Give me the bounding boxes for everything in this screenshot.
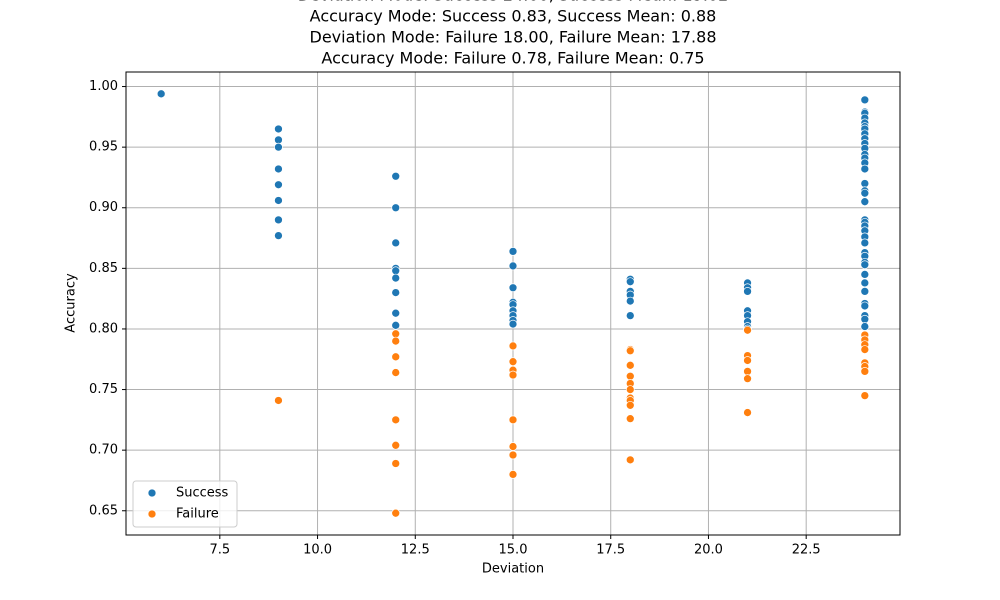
y-axis-label: Accuracy	[64, 273, 79, 333]
point	[391, 320, 401, 330]
legend-marker	[147, 509, 157, 519]
point	[508, 283, 518, 293]
point	[860, 287, 870, 296]
point	[391, 273, 401, 283]
point	[391, 459, 401, 468]
point	[391, 368, 401, 377]
point	[391, 238, 401, 248]
point	[625, 455, 635, 465]
x-tick-label: 20.0	[694, 543, 723, 558]
point	[508, 442, 518, 451]
point	[625, 311, 635, 320]
point	[743, 287, 752, 296]
point	[391, 288, 401, 297]
point	[508, 247, 518, 256]
point	[274, 135, 283, 145]
chart-title: Accuracy Mode: Success 0.83, Success Mea…	[310, 7, 717, 26]
point	[391, 336, 401, 346]
point	[743, 374, 752, 383]
legend-box	[132, 480, 238, 528]
point	[625, 400, 635, 410]
point	[391, 171, 401, 181]
x-tick-label: 7.5	[209, 543, 230, 558]
point	[743, 408, 752, 417]
point	[156, 89, 166, 99]
point	[625, 385, 635, 394]
point	[860, 270, 870, 279]
x-tick-label: 15.0	[499, 543, 528, 558]
y-tick-label: 0.65	[89, 503, 118, 518]
point	[508, 357, 518, 367]
point	[860, 391, 870, 400]
chart-title: Deviation Mode: Success 24.00, Success M…	[298, 0, 729, 5]
point	[743, 325, 752, 335]
x-axis-label: Deviation	[482, 562, 544, 577]
point	[508, 370, 518, 380]
point	[274, 396, 283, 405]
y-tick-label: 0.80	[89, 321, 118, 336]
point	[391, 308, 401, 318]
point	[860, 238, 870, 248]
x-tick-label: 17.5	[596, 543, 625, 558]
point	[625, 360, 635, 370]
point	[274, 124, 283, 134]
point	[860, 345, 870, 354]
x-tick-label: 22.5	[792, 543, 821, 558]
point	[274, 180, 283, 190]
y-tick-label: 0.95	[89, 140, 118, 155]
y-tick-label: 0.90	[89, 200, 118, 215]
point	[625, 371, 635, 381]
point	[508, 450, 518, 460]
point	[860, 260, 870, 270]
chart-title: Deviation Mode: Failure 18.00, Failure M…	[310, 28, 717, 47]
point	[274, 164, 283, 174]
point	[274, 231, 283, 240]
point	[391, 266, 401, 276]
point	[625, 414, 635, 423]
point	[743, 356, 752, 365]
point	[391, 352, 401, 362]
y-tick-label: 0.70	[89, 443, 118, 458]
point	[860, 197, 870, 207]
point	[860, 179, 870, 188]
x-tick-label: 10.0	[303, 543, 332, 558]
point	[508, 261, 518, 271]
point	[860, 322, 870, 331]
point	[391, 329, 401, 339]
point	[860, 164, 870, 174]
point	[508, 319, 518, 329]
point	[508, 470, 518, 479]
point	[860, 278, 870, 288]
point	[274, 215, 283, 225]
chart-title: Accuracy Mode: Failure 0.78, Failure Mea…	[321, 49, 704, 68]
point	[860, 95, 870, 105]
point	[743, 367, 752, 376]
x-tick-label: 12.5	[401, 543, 430, 558]
point	[391, 440, 401, 450]
point	[860, 301, 870, 311]
plot-frame	[125, 71, 901, 536]
point	[391, 508, 401, 518]
legend-marker	[147, 488, 157, 498]
y-tick-label: 0.85	[89, 261, 118, 276]
point	[391, 415, 401, 425]
point	[860, 188, 870, 198]
point	[625, 296, 635, 306]
point	[508, 341, 518, 351]
y-tick-label: 0.75	[89, 382, 118, 397]
legend-label: Success	[176, 486, 229, 501]
point	[274, 142, 283, 152]
point	[625, 346, 635, 356]
point	[860, 314, 870, 324]
point	[391, 203, 401, 213]
point	[860, 367, 870, 376]
point	[274, 196, 283, 205]
y-tick-label: 1.00	[89, 79, 118, 94]
point	[508, 415, 518, 425]
point	[625, 277, 635, 287]
legend-label: Failure	[176, 507, 219, 522]
